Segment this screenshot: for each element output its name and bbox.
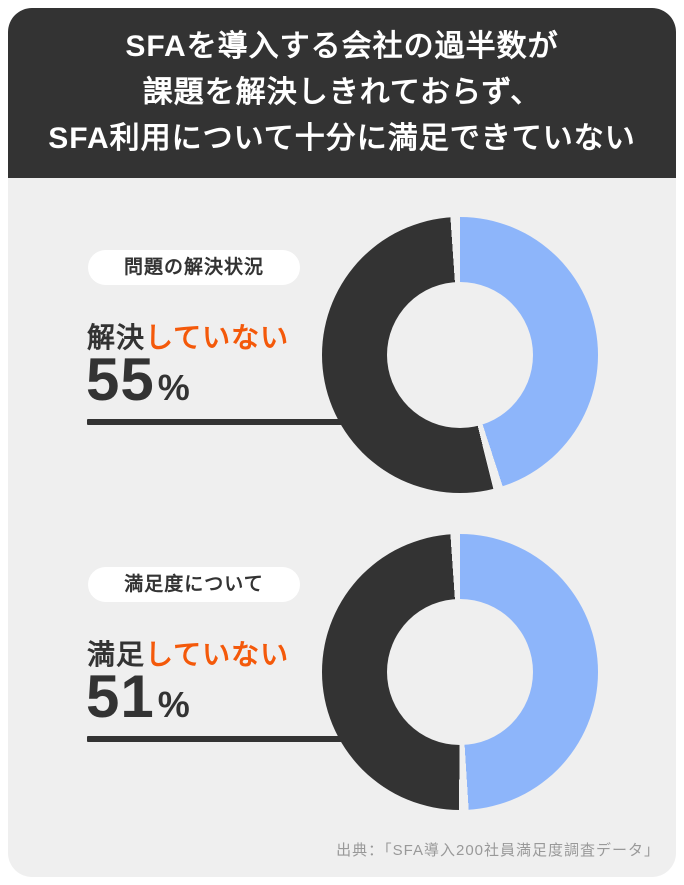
- donut-hole-1: [387, 282, 533, 428]
- percentage-2-unit: %: [157, 684, 190, 725]
- percentage-1-unit: %: [157, 367, 190, 408]
- underline-divider-1: [87, 419, 359, 425]
- percentage-2-value: 51: [86, 663, 155, 730]
- donut-hole-2: [387, 599, 533, 745]
- header-title-line-2: 課題を解決しきれておらず、: [142, 76, 542, 109]
- percentage-1-value: 55: [86, 346, 155, 413]
- badge-satisfaction: 満足度について: [88, 567, 300, 602]
- result-label-1-highlight: していない: [145, 322, 290, 353]
- result-label-2-prefix: 満足: [87, 639, 146, 670]
- result-label-2: 満足していない: [87, 633, 289, 673]
- header-title-line-1: SFAを導入する会社の過半数が: [125, 30, 559, 63]
- header-title-line-3: SFA利用について十分に満足できていない: [48, 122, 636, 155]
- badge-problem-resolution: 問題の解決状況: [88, 250, 300, 285]
- result-label-2-highlight: していない: [145, 639, 290, 670]
- result-label-1-prefix: 解決: [87, 322, 146, 353]
- donut-chart-problem-resolution: [322, 217, 598, 493]
- header-banner: SFAを導入する会社の過半数が 課題を解決しきれておらず、 SFA利用について十…: [8, 8, 676, 178]
- result-label-1: 解決していない: [87, 316, 289, 356]
- chart-body: 問題の解決状況 解決していない 55 % 満足度について 満足していない 51 …: [8, 178, 676, 877]
- percentage-2: 51 %: [86, 667, 190, 727]
- donut-chart-satisfaction: [322, 534, 598, 810]
- source-citation: 出典：「SFA導入200社員満足度調査データ」: [336, 842, 660, 859]
- percentage-1: 55 %: [86, 350, 190, 410]
- underline-divider-2: [87, 736, 359, 742]
